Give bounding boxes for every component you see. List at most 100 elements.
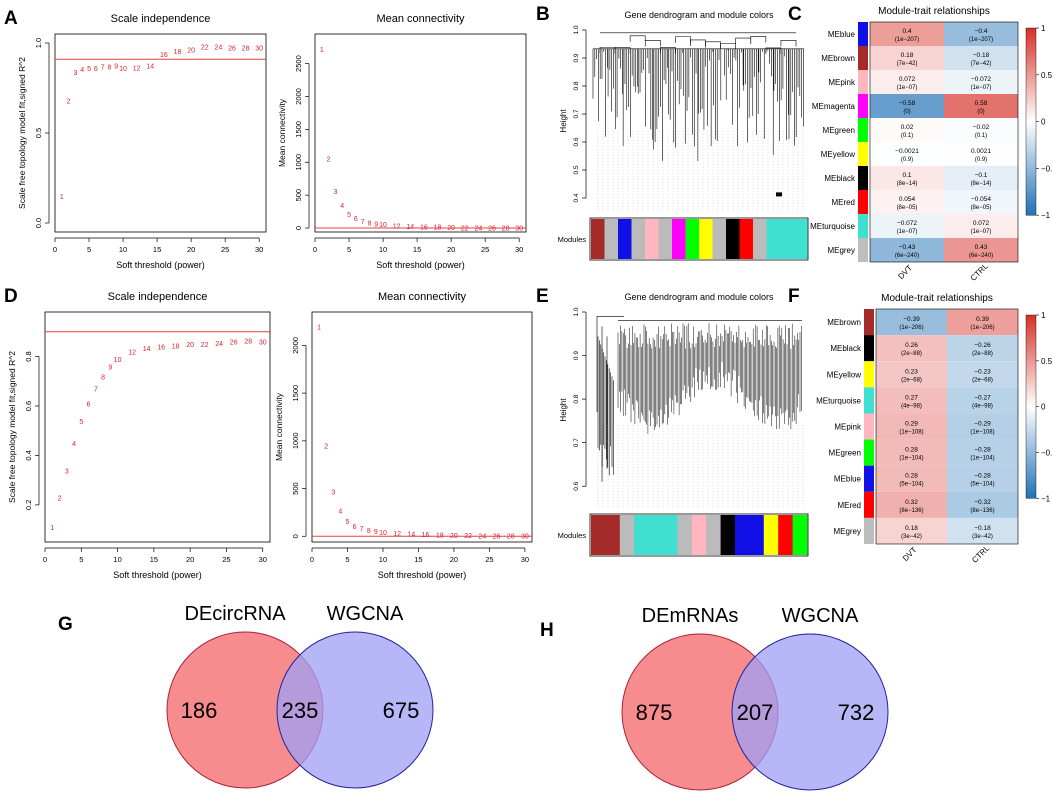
cell-pvalue: (0)	[903, 109, 910, 115]
data-point-label: 5	[87, 66, 91, 73]
data-point-label: 28	[507, 534, 515, 541]
module-color-swatch	[864, 413, 874, 440]
cell-value: −0.43	[899, 244, 916, 251]
x-tick-label: 5	[87, 245, 91, 254]
row-label: MEblue	[828, 30, 856, 39]
chart-title: Module-trait relationships	[881, 293, 993, 304]
heatmap-cell	[876, 361, 947, 388]
module-color-block	[648, 515, 664, 555]
heatmap-cell	[944, 118, 1018, 142]
y-axis-label: Mean connectivity	[277, 98, 287, 167]
x-tick-label: 5	[345, 555, 349, 564]
data-point-label: 5	[347, 212, 351, 219]
chart-C_heatmap: Module-trait relationships MEblue 0.4 (1e−2…	[810, 6, 1052, 283]
panel-label-b: B	[536, 4, 550, 25]
plot-frame	[314, 33, 527, 233]
module-color-block	[766, 219, 781, 259]
module-color-swatch	[858, 22, 868, 46]
data-point-label: 7	[94, 387, 98, 394]
module-color-block	[726, 219, 740, 259]
data-point-label: 9	[374, 221, 378, 228]
x-tick-label: 20	[187, 245, 195, 254]
cell-pvalue: (1e−104)	[899, 456, 923, 462]
y-tick-label: 2000	[291, 337, 300, 354]
x-tick-label: 15	[153, 245, 161, 254]
module-color-block	[699, 219, 713, 259]
data-point-label: 14	[407, 532, 415, 539]
cell-pvalue: (4e−98)	[972, 403, 993, 409]
data-point-label: 16	[420, 224, 428, 231]
heatmap-cell	[876, 517, 947, 544]
x-tick-label: 15	[414, 555, 422, 564]
module-color-block	[706, 515, 721, 555]
heatmap-cell	[944, 166, 1018, 190]
module-color-swatch	[858, 166, 868, 190]
data-point-label: 16	[422, 532, 430, 539]
row-label: MEbrown	[827, 318, 861, 327]
y-tick-label: 1000	[291, 432, 300, 449]
dendrogram-branch	[720, 43, 736, 50]
colorbar-tick-label: −1	[1041, 494, 1051, 503]
cell-value: 0.072	[973, 220, 990, 227]
cell-value: 0.054	[899, 196, 916, 203]
data-point-label: 10	[114, 357, 122, 364]
cell-value: 0.1	[902, 172, 911, 179]
data-point-label: 18	[434, 225, 442, 232]
x-tick-label: 30	[521, 555, 529, 564]
cell-value: −0.18	[974, 525, 991, 532]
module-color-block	[631, 219, 646, 259]
cell-pvalue: (0)	[977, 109, 984, 115]
x-tick-label: 0	[310, 555, 314, 564]
y-tick-label: 1.0	[573, 307, 580, 316]
cell-pvalue: (0.1)	[975, 133, 987, 139]
cell-value: 0.26	[905, 342, 918, 349]
row-label: MEbrown	[821, 54, 855, 63]
data-point-label: 24	[214, 45, 222, 52]
cell-pvalue: (1e−207)	[969, 37, 993, 43]
y-axis-label: Mean connectivity	[274, 392, 284, 461]
data-point-label: 10	[119, 66, 127, 73]
row-label: MEgrey	[827, 246, 855, 255]
module-color-block	[720, 515, 736, 555]
column-label: DVT	[901, 545, 919, 563]
heatmap-cell	[947, 387, 1018, 414]
only-b-count: 675	[383, 698, 420, 723]
cell-pvalue: (4e−98)	[901, 403, 922, 409]
heatmap-cell	[870, 118, 944, 142]
cell-pvalue: (2e−88)	[901, 351, 922, 357]
data-point-label: 24	[474, 225, 482, 232]
data-point-label: 6	[353, 524, 357, 531]
module-color-block	[792, 515, 808, 555]
data-point-label: 5	[79, 419, 83, 426]
data-point-label: 18	[436, 533, 444, 540]
data-point-label: 8	[107, 64, 111, 71]
data-point-label: 18	[172, 343, 180, 350]
cell-value: 0.28	[905, 447, 918, 454]
dendrogram-branch	[644, 40, 661, 47]
x-axis-label: Soft threshold (power)	[378, 570, 467, 580]
cell-pvalue: (8e−05)	[971, 205, 992, 211]
panel-label-g: G	[58, 614, 73, 635]
dendrogram-branch	[750, 36, 767, 43]
cell-value: 0.23	[905, 368, 918, 375]
module-color-block	[685, 219, 700, 259]
cell-pvalue: (6e−240)	[969, 253, 993, 259]
module-color-block	[605, 515, 621, 555]
data-point-label: 20	[450, 533, 458, 540]
colorbar-tick-label: 0	[1041, 403, 1046, 412]
cell-value: −0.4	[975, 28, 988, 35]
data-point-label: 1	[60, 194, 64, 201]
only-a-count: 875	[636, 700, 673, 725]
row-label: MEpink	[828, 78, 856, 87]
heatmap-cell	[944, 214, 1018, 238]
module-color-block	[739, 219, 754, 259]
cell-pvalue: (1e−07)	[897, 85, 918, 91]
y-tick-label: 0.8	[573, 81, 580, 90]
cell-value: 0.27	[905, 394, 918, 401]
data-point-label: 8	[101, 374, 105, 381]
x-tick-label: 20	[186, 555, 194, 564]
row-label: MEred	[831, 198, 855, 207]
heatmap-cell	[870, 46, 944, 70]
